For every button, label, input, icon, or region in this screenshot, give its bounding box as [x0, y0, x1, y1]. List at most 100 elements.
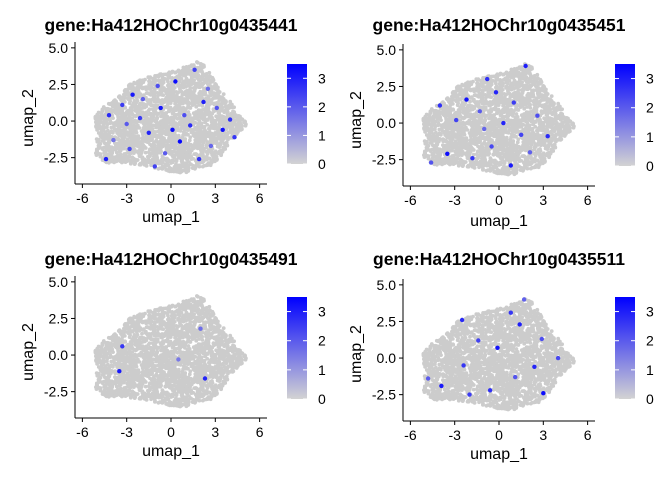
cell-point	[184, 157, 189, 161]
cell-point	[116, 137, 120, 142]
cell-point	[168, 116, 172, 120]
cell-point	[188, 162, 193, 167]
cell-point	[475, 80, 480, 85]
cell-point	[185, 99, 189, 104]
cell-point	[169, 108, 174, 112]
cell-point	[134, 104, 139, 109]
cell-point	[174, 158, 179, 163]
cell-point	[455, 103, 460, 108]
cell-point	[98, 152, 103, 157]
cell-point	[98, 142, 103, 146]
cell-point	[508, 74, 513, 79]
cell-point	[506, 172, 511, 177]
cell-point	[143, 139, 147, 144]
cell-point	[490, 158, 495, 163]
cell-point	[194, 104, 199, 109]
cell-point	[171, 83, 175, 88]
cell-point	[177, 96, 182, 100]
cell-point	[142, 162, 147, 167]
cell-point	[221, 109, 226, 113]
cell-point	[175, 165, 180, 170]
cell-point	[154, 154, 159, 159]
cell-point	[215, 135, 220, 140]
cell-point	[470, 126, 475, 131]
cell-point	[504, 135, 509, 140]
cell-point	[155, 134, 160, 139]
cell-point	[523, 163, 527, 168]
cell-point	[488, 114, 492, 119]
cell-point	[532, 152, 537, 156]
expressing-cell-point	[192, 67, 197, 73]
cell-point	[553, 145, 558, 150]
cell-point	[511, 71, 516, 76]
cell-point	[470, 107, 475, 112]
cell-point	[160, 77, 165, 82]
expressing-cell-point	[140, 96, 146, 102]
cell-point	[194, 152, 198, 156]
cell-point	[219, 116, 223, 121]
cell-point	[162, 139, 167, 144]
cell-point	[189, 94, 194, 99]
cell-point	[183, 168, 187, 173]
cell-point	[101, 125, 106, 129]
y-axis-label: umap_2	[20, 89, 37, 147]
cell-point	[166, 97, 171, 101]
expressing-cell-point	[220, 127, 225, 132]
cell-point	[122, 113, 127, 118]
cell-point	[168, 93, 172, 98]
cell-point	[180, 157, 185, 162]
expressing-cell-point	[214, 105, 219, 111]
cell-point	[203, 155, 208, 160]
cell-point	[104, 142, 108, 147]
cell-point	[199, 63, 204, 68]
y-axis-label: umap_2	[348, 91, 365, 149]
cell-point	[123, 129, 127, 134]
cell-point	[556, 131, 561, 136]
cell-point	[187, 64, 192, 69]
cell-point	[148, 75, 153, 80]
feature-plot-panel: gene:Ha412HOChr10g0435441 umap_1 umap_2 …	[20, 15, 326, 226]
cell-point	[167, 132, 172, 136]
cell-point	[198, 84, 202, 89]
cell-point	[446, 135, 451, 140]
cell-point	[197, 91, 202, 96]
cell-point	[164, 114, 168, 118]
cell-point	[132, 151, 136, 156]
y-tick-label: 5.0	[49, 40, 69, 56]
cell-point	[183, 153, 188, 158]
cell-point	[221, 92, 226, 96]
cell-point	[460, 153, 464, 158]
expressing-cell-point	[227, 117, 233, 122]
cell-point	[187, 91, 192, 96]
cell-point	[194, 137, 199, 142]
cell-point	[209, 161, 214, 166]
cell-point	[476, 113, 481, 118]
x-tick-label: 3	[211, 190, 219, 206]
cell-point	[489, 109, 493, 114]
expressing-cell-point	[170, 127, 175, 132]
cell-point	[203, 120, 207, 125]
cell-point	[117, 119, 122, 124]
cell-point	[546, 104, 550, 109]
cell-point	[193, 86, 198, 90]
expressing-cell-point	[182, 113, 187, 118]
cell-point	[137, 93, 142, 98]
cell-point	[184, 150, 189, 155]
cell-point	[138, 140, 143, 144]
cell-point	[503, 149, 508, 154]
cell-point	[212, 151, 217, 155]
cell-point	[98, 118, 103, 122]
cell-point	[141, 130, 146, 134]
cell-point	[116, 108, 120, 113]
cell-point	[190, 166, 195, 171]
cell-point	[204, 150, 209, 154]
cell-point	[199, 152, 203, 157]
cell-point	[170, 89, 175, 94]
cell-point	[127, 92, 131, 97]
cell-point	[180, 164, 185, 169]
cell-point	[133, 109, 138, 113]
cell-point	[152, 109, 156, 114]
cell-point	[460, 101, 465, 105]
cell-point	[149, 103, 154, 108]
cell-point	[501, 72, 506, 77]
